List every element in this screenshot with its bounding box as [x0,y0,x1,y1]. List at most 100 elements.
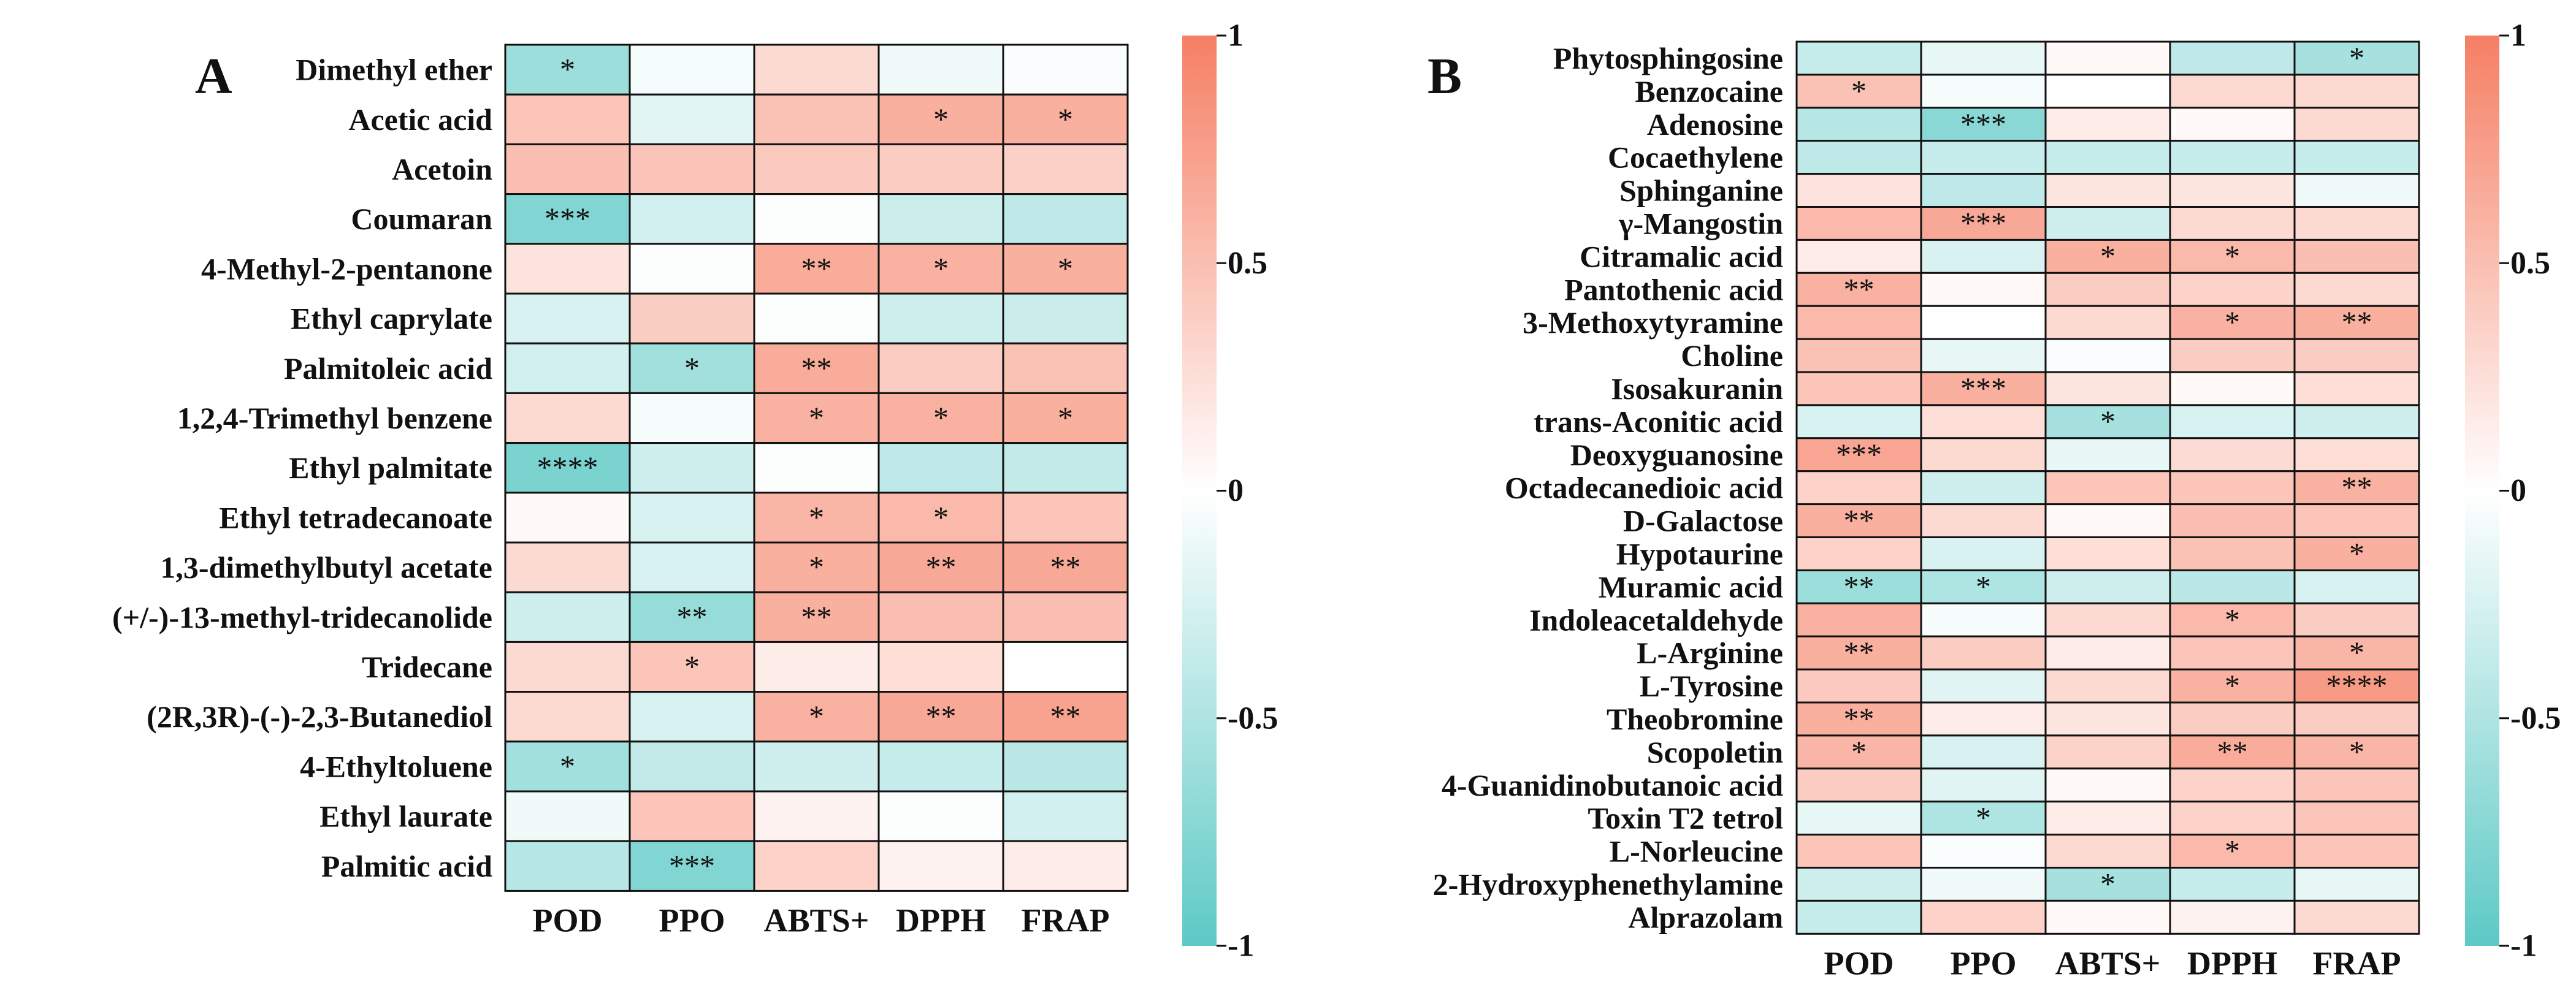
significance-stars: ** [1050,699,1081,733]
significance-stars: * [1058,102,1073,136]
heatmap-b-row-label: L-Norleucine [1610,834,1783,869]
heatmap-b-row-label: Benzocaine [1635,74,1783,108]
significance-stars: * [1851,74,1867,108]
heatmap-b-cell [1920,206,2047,241]
heatmap-a-row-label: Ethyl tetradecanoate [219,500,492,535]
significance-stars: *** [1960,107,2006,141]
heatmap-b-cell [1795,371,1922,406]
heatmap-a-row-labels: Dimethyl ether Acetic acid Acetoin Coumaran… [112,53,492,883]
heatmap-a-cell [753,691,880,743]
significance-stars: ** [1050,550,1081,584]
heatmap-a-cell [753,740,880,793]
heatmap-a-cell [629,193,755,245]
heatmap-a-row-label: Ethyl laurate [319,799,492,834]
significance-stars: * [809,500,824,534]
heatmap-b-cell [2293,536,2420,571]
heatmap-a-cell [629,442,755,494]
significance-stars: * [2100,238,2115,273]
significance-stars: * [2349,536,2364,570]
heatmap-b-row-labels: PhytosphingosineBenzocaineAdenosineCocae… [1433,41,1784,934]
significance-stars: * [2225,834,2240,868]
significance-stars: * [933,400,949,435]
heatmap-a-cell [753,292,880,344]
heatmap-a-row-label: Ethyl caprylate [291,302,492,336]
heatmap-a-cell [1002,840,1129,892]
colorbar-b-ticks: 1 0.5 0 -0.5 -1 [2499,18,2561,964]
heatmap-a-cell [504,93,631,145]
colorbar-b-gradient [2465,36,2499,946]
significance-stars: * [684,351,700,385]
heatmap-b-cell [1795,470,1922,506]
heatmap-b-row-label: Alprazolam [1628,900,1783,934]
heatmap-b-cell [2169,899,2296,935]
colorbar-a: 1 0.5 0 -0.5 -1 [1182,18,1278,964]
heatmap-a-cell [753,193,880,245]
heatmap-b-cell [1920,173,2047,208]
heatmap-b-row-label: Cocaethylene [1608,140,1783,175]
heatmap-b-cell [1795,107,1922,142]
heatmap-a-cell [1002,193,1129,245]
heatmap-b-row-label: Isosakuranin [1611,371,1783,406]
heatmap-b-cell [2044,371,2171,406]
heatmap-b-cell [1795,536,1922,571]
significance-stars: * [1058,251,1073,285]
heatmap-a-cells: ** ****** * ** *** * ****** ** ** **** **** ** *****… [504,44,1129,892]
heatmap-b-cell [2169,173,2296,208]
colorbar-a-gradient [1182,36,1217,946]
colorbar-b-tick-label: 1 [2510,18,2526,53]
heatmap-b-cell [2044,635,2171,671]
heatmap-b-column-label: DPPH [2187,945,2277,981]
heatmap-b-cell [1795,40,1922,76]
heatmap-a-cell [753,392,880,444]
heatmap-b-column-label: FRAP [2313,945,2401,981]
heatmap-b-cell [1795,834,1922,869]
colorbar-a-tick-label: 0 [1228,473,1244,508]
heatmap-a-row-label: Coumaran [351,202,492,236]
heatmap-b-row-label: γ-Mangostin [1618,206,1783,240]
heatmap-b-row-label: Phytosphingosine [1553,41,1783,75]
heatmap-a-cell [753,93,880,145]
heatmap-b-row-label: Toxin T2 tetrol [1588,801,1783,835]
significance-stars: * [2225,305,2240,339]
heatmap-b-cell [2293,767,2420,803]
heatmap-a-row-label: Palmitic acid [321,849,492,883]
heatmap-a-cell [1002,292,1129,344]
heatmap-b-cell [1795,305,1922,340]
heatmap-b-cell [2293,404,2420,440]
heatmap-b-row-label: Citramalic acid [1580,239,1783,273]
heatmap-b-cell [1795,338,1922,373]
heatmap-b-column-label: POD [1824,945,1894,981]
heatmap-b-row-label: Scopoletin [1647,735,1783,769]
heatmap-a-cell [1002,641,1129,693]
heatmap-b-column-label: ABTS+ [2055,945,2161,981]
heatmap-b-cell [1795,140,1922,175]
heatmap-a-cell [629,44,755,96]
heatmap-b-cell [1920,602,2047,638]
heatmap-b-cell [1920,140,2047,175]
significance-stars: ** [2217,734,2248,769]
heatmap-b-cell [2044,305,2171,340]
heatmap-b-cell [2293,569,2420,604]
heatmap-b-cell [2169,569,2296,604]
heatmap-b-cell [1795,801,1922,836]
colorbar-a-tick-label: 1 [1228,18,1244,53]
heatmap-a-column-labels: POD PPO ABTS+ DPPH FRAP [533,902,1110,938]
significance-stars: * [684,649,700,683]
heatmap-b-cell [2169,801,2296,836]
heatmap-b-cell [1920,767,2047,803]
heatmap-b-cell [2293,470,2420,506]
heatmap-b-cell [2293,272,2420,307]
heatmap-b-cell [2293,834,2420,869]
heatmap-b-cell [1920,305,2047,340]
significance-stars: * [2100,866,2115,900]
heatmap-b-cell [1795,635,1922,671]
heatmap-b-cell [2169,867,2296,902]
heatmap-b-cell [2169,74,2296,109]
heatmap-a-cell [753,840,880,892]
heatmap-b-cell [2044,40,2171,76]
significance-stars: * [933,500,949,534]
heatmap-b-cell [2169,701,2296,737]
heatmap-a-cell [504,243,631,295]
heatmap-b-cell [2293,371,2420,406]
significance-stars: ** [2342,470,2372,504]
